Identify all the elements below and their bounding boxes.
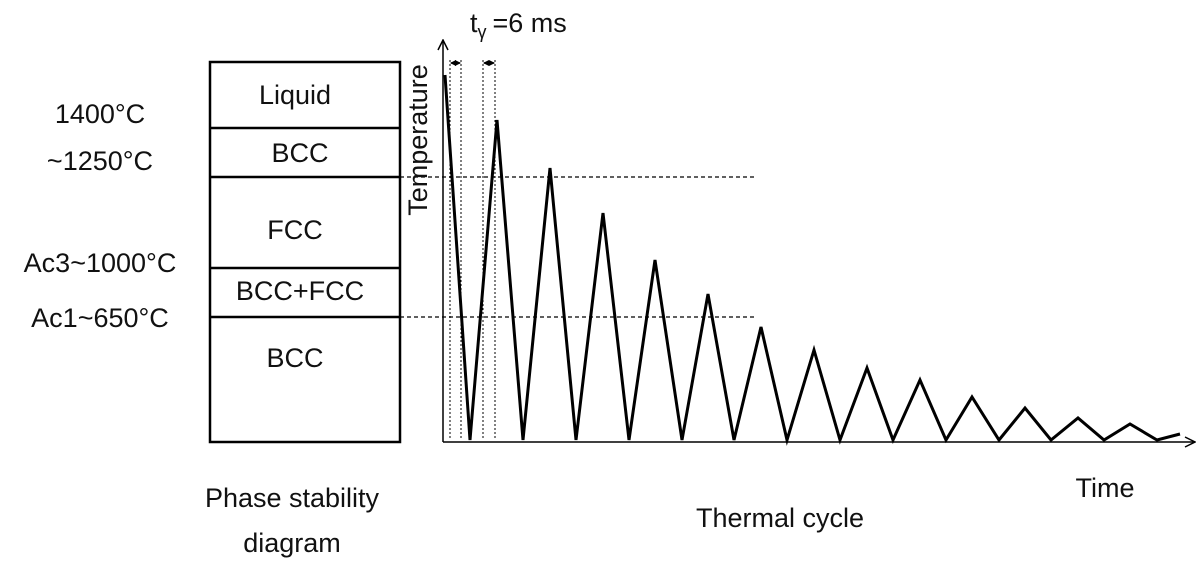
annotation-subscript: γ: [478, 22, 487, 42]
phase-label: Liquid: [259, 80, 331, 110]
phase-label: BCC: [266, 343, 323, 373]
annotation-text: =6 ms: [493, 8, 567, 38]
temperature-label: Ac3~1000°C: [24, 248, 177, 278]
x-axis-label: Time: [1076, 473, 1135, 503]
annotation: tγ =6 ms: [470, 8, 567, 42]
temperature-label: ~1250°C: [47, 146, 153, 176]
temperature-label: Ac1~650°C: [31, 303, 169, 333]
caption: Phase stability: [205, 483, 380, 513]
phase-label: BCC: [271, 138, 328, 168]
temperature-label: 1400°C: [55, 99, 145, 129]
thermal-cycle: [443, 74, 1181, 446]
caption: Thermal cycle: [696, 503, 864, 533]
annotation-symbol: t: [470, 8, 478, 38]
phase-label: BCC+FCC: [236, 276, 364, 306]
phase-label: FCC: [267, 215, 323, 245]
phase-box: [208, 60, 402, 444]
y-axis-label: Temperature: [403, 64, 433, 216]
caption: diagram: [243, 528, 341, 558]
